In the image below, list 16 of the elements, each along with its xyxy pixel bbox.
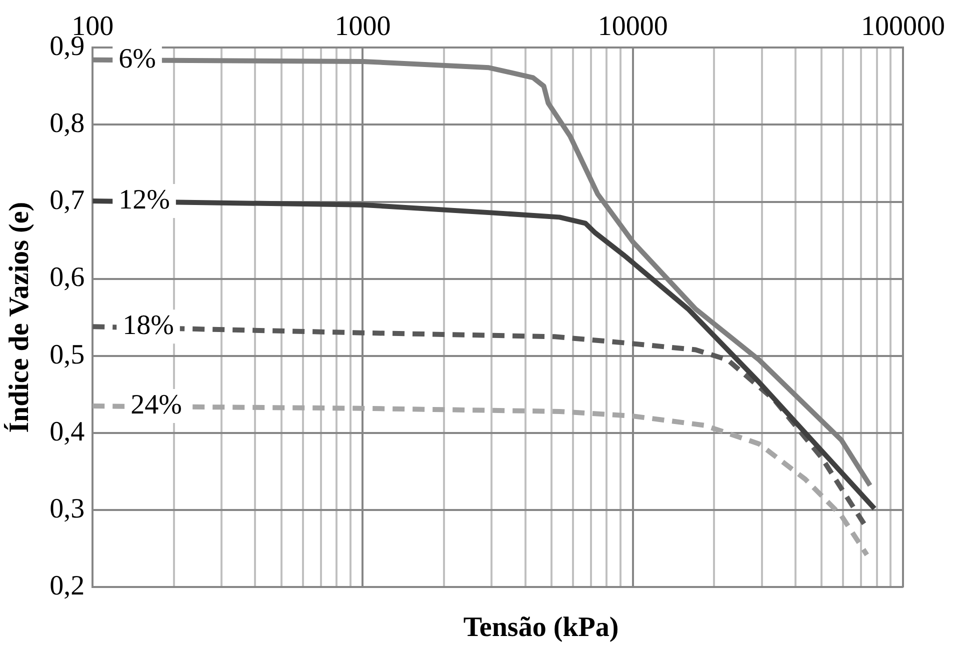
series-label: 12% <box>118 184 170 216</box>
x-tick-label: 1000 <box>334 11 391 42</box>
x-tick-label: 100000 <box>861 11 945 42</box>
y-tick-label: 0,4 <box>50 416 85 448</box>
series-label: 18% <box>122 310 174 342</box>
series-label: 6% <box>118 43 156 74</box>
y-tick-label: 0,5 <box>50 339 85 370</box>
series-label: 24% <box>130 389 182 420</box>
y-tick-label: 0,2 <box>50 570 85 602</box>
x-tick-label: 10000 <box>598 11 668 42</box>
x-axis-title: Tensão (kPa) <box>462 612 620 644</box>
y-tick-label: 0,7 <box>50 185 85 216</box>
y-tick-label: 0,6 <box>50 262 85 294</box>
y-axis-title: Índice de Vazios (e) <box>3 202 36 433</box>
y-tick-label: 0,3 <box>50 493 85 524</box>
y-tick-label: 0,8 <box>50 108 85 140</box>
